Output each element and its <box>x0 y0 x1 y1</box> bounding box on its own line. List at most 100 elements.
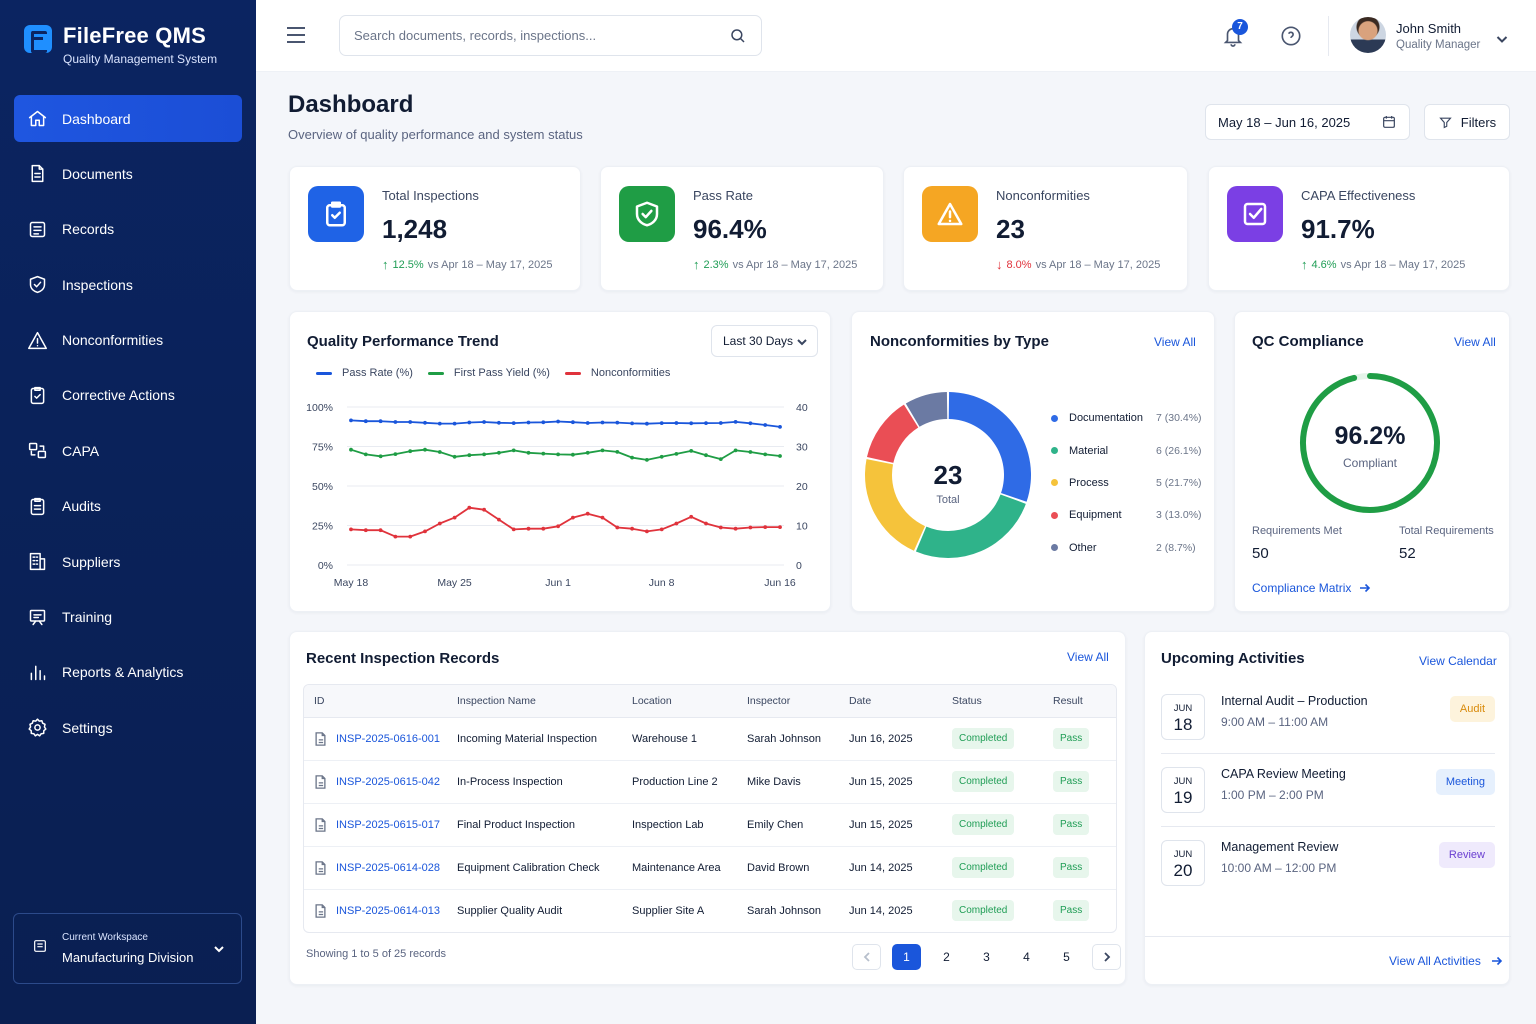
donut-slice[interactable] <box>866 404 919 463</box>
donut-legend-item[interactable]: Other 2 (8.7%) <box>1051 532 1203 564</box>
data-point[interactable] <box>511 448 516 453</box>
menu-icon[interactable] <box>286 26 306 49</box>
data-point[interactable] <box>645 458 649 462</box>
sidebar-item-reports[interactable]: Reports & Analytics <box>14 649 242 696</box>
sidebar-item-settings[interactable]: Settings <box>14 704 242 751</box>
donut-slice[interactable] <box>948 392 1031 502</box>
sidebar-item-audits[interactable]: Audits <box>14 483 242 530</box>
inspection-id[interactable]: INSP-2025-0615-017 <box>336 818 440 831</box>
inspections-view-all[interactable]: View All <box>1067 650 1109 664</box>
table-row[interactable]: INSP-2025-0614-028 Equipment Calibration … <box>304 846 1116 890</box>
page-button[interactable]: 5 <box>1063 950 1070 964</box>
user-name[interactable]: John Smith <box>1396 21 1462 36</box>
data-point[interactable] <box>763 423 768 427</box>
range-select[interactable]: Last 30 Days <box>711 325 818 357</box>
column-header[interactable]: Date <box>839 685 942 718</box>
data-point[interactable] <box>748 421 753 426</box>
id-cell[interactable]: INSP-2025-0615-017 <box>304 803 447 847</box>
data-point[interactable] <box>615 525 620 530</box>
data-point[interactable] <box>778 525 782 529</box>
data-point[interactable] <box>437 521 442 526</box>
legend-item[interactable]: Nonconformities <box>564 367 670 379</box>
prev-page-button[interactable] <box>852 944 881 970</box>
data-point[interactable] <box>467 453 472 458</box>
data-point[interactable] <box>718 457 723 461</box>
id-cell[interactable]: INSP-2025-0614-028 <box>304 846 447 890</box>
data-point[interactable] <box>378 454 383 459</box>
data-point[interactable] <box>615 420 620 425</box>
activity-item[interactable]: JUN 18 Internal Audit – Production 9:00 AM … <box>1161 694 1495 752</box>
inspection-id[interactable]: INSP-2025-0615-042 <box>336 775 440 788</box>
chevron-down-icon[interactable] <box>1496 31 1508 49</box>
data-point[interactable] <box>659 421 664 425</box>
data-point[interactable] <box>378 419 383 424</box>
data-point[interactable] <box>393 534 398 539</box>
data-point[interactable] <box>645 421 649 426</box>
search-icon[interactable] <box>729 27 747 50</box>
legend-item[interactable]: First Pass Yield (%) <box>427 367 550 379</box>
data-point[interactable] <box>452 454 457 459</box>
donut-legend-item[interactable]: Equipment 3 (13.0%) <box>1051 499 1203 531</box>
sidebar-item-documents[interactable]: Documents <box>14 150 242 197</box>
data-point[interactable] <box>423 529 427 534</box>
data-point[interactable] <box>541 526 546 531</box>
data-point[interactable] <box>704 421 708 425</box>
data-point[interactable] <box>408 449 413 454</box>
data-point[interactable] <box>689 421 694 426</box>
donut-legend-item[interactable]: Process 5 (21.7%) <box>1051 467 1203 499</box>
data-point[interactable] <box>349 418 353 423</box>
data-point[interactable] <box>526 526 531 531</box>
data-point[interactable] <box>556 524 560 529</box>
sidebar-item-capa[interactable]: CAPA <box>14 427 242 474</box>
legend-item[interactable]: Pass Rate (%) <box>316 367 413 379</box>
data-point[interactable] <box>778 454 782 458</box>
column-header[interactable]: Inspection Name <box>447 685 622 718</box>
data-point[interactable] <box>556 452 560 457</box>
kpi-card-capa-effectiveness[interactable]: CAPA Effectiveness 91.7% ↑ 4.6% vs Apr 18 … <box>1208 166 1510 291</box>
data-point[interactable] <box>615 450 620 454</box>
data-point[interactable] <box>674 452 679 456</box>
page-button[interactable]: 2 <box>943 950 950 964</box>
data-point[interactable] <box>378 528 383 533</box>
data-point[interactable] <box>526 450 531 455</box>
data-point[interactable] <box>452 421 457 426</box>
data-point[interactable] <box>630 526 634 531</box>
id-cell[interactable]: INSP-2025-0614-013 <box>304 889 447 932</box>
data-point[interactable] <box>363 419 368 424</box>
data-point[interactable] <box>511 527 516 532</box>
data-point[interactable] <box>511 421 516 425</box>
donut-legend-item[interactable]: Material 6 (26.1%) <box>1051 434 1203 466</box>
kpi-card-nonconformities[interactable]: Nonconformities 23 ↓ 8.0% vs Apr 18 – May … <box>903 166 1188 291</box>
compliance-matrix-link[interactable]: Compliance Matrix <box>1252 581 1371 595</box>
data-point[interactable] <box>659 454 664 459</box>
data-point[interactable] <box>674 521 679 526</box>
data-point[interactable] <box>437 421 442 426</box>
table-row[interactable]: INSP-2025-0615-017 Final Product Inspecti… <box>304 803 1116 847</box>
data-point[interactable] <box>497 450 501 455</box>
column-header[interactable]: Status <box>942 685 1043 718</box>
data-point[interactable] <box>748 525 753 530</box>
column-header[interactable]: ID <box>304 685 447 718</box>
data-point[interactable] <box>585 450 590 455</box>
data-point[interactable] <box>571 515 575 520</box>
next-page-button[interactable] <box>1092 944 1121 970</box>
filters-button[interactable]: Filters <box>1424 104 1510 140</box>
workspace-selector[interactable]: Current Workspace Manufacturing Division <box>13 913 242 984</box>
page-button[interactable]: 4 <box>1023 950 1030 964</box>
activity-item[interactable]: JUN 19 CAPA Review Meeting 1:00 PM – 2:00 P… <box>1161 767 1495 825</box>
data-point[interactable] <box>571 420 575 425</box>
search-input[interactable] <box>354 28 714 43</box>
data-point[interactable] <box>482 452 486 457</box>
data-point[interactable] <box>674 421 679 425</box>
data-point[interactable] <box>689 449 694 453</box>
data-point[interactable] <box>349 447 353 452</box>
avatar[interactable] <box>1350 17 1386 53</box>
data-point[interactable] <box>585 421 590 425</box>
column-header[interactable]: Inspector <box>737 685 839 718</box>
data-point[interactable] <box>778 425 782 429</box>
data-point[interactable] <box>393 420 398 424</box>
data-point[interactable] <box>645 529 649 534</box>
sidebar-item-training[interactable]: Training <box>14 594 242 641</box>
data-point[interactable] <box>482 420 486 424</box>
data-point[interactable] <box>423 447 427 452</box>
